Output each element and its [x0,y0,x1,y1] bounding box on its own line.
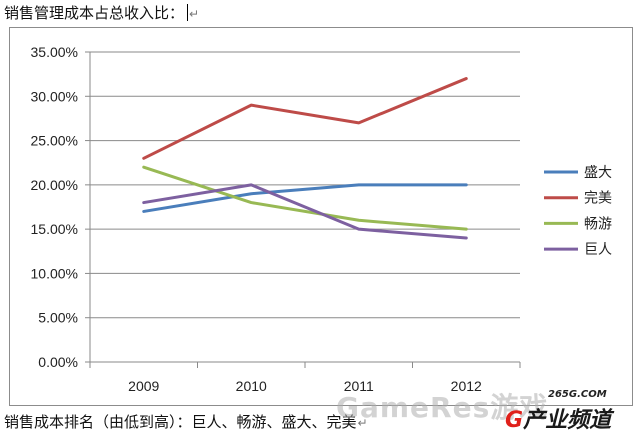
x-tick-label: 2009 [128,378,159,394]
document-heading: 销售管理成本占总收入比： ↵ [4,3,199,24]
paragraph-mark: ↵ [189,7,200,21]
text-cursor [187,4,189,21]
footer-text: 销售成本排名（由低到高）：巨人、畅游、盛大、完美 [4,413,357,431]
logo-text: 产业频道 [523,408,612,433]
x-axis-ticks: 2009 2010 2011 2012 [128,378,482,394]
x-tick-label: 2012 [451,378,482,394]
y-tick-label: 15.00% [31,221,78,237]
document-footer: 销售成本排名（由低到高）：巨人、畅游、盛大、完美↵ [4,412,368,433]
x-tick-label: 2011 [344,378,374,394]
chart-frame: 0.00% 5.00% 10.00% 15.00% 20.00% 25.00% 30.00%… [9,27,633,406]
legend-label: 完美 [584,190,612,206]
paragraph-mark: ↵ [357,416,368,430]
y-tick-label: 35.00% [31,44,78,60]
logo-g-icon: G [505,408,524,433]
y-tick-label: 25.00% [31,133,78,149]
y-axis-ticks: 0.00% 5.00% 10.00% 15.00% 20.00% 25.00% 30.00%… [31,44,78,370]
y-tick-label: 0.00% [38,354,78,370]
y-tick-label: 20.00% [31,177,78,193]
series-lines [142,77,468,240]
series-line [142,183,468,240]
y-tick-label: 30.00% [31,88,78,104]
watermark-logo: G产业频道 [505,402,611,434]
heading-text: 销售管理成本占总收入比： [4,4,185,22]
series-line [142,183,468,213]
x-tick-label: 2010 [236,378,267,394]
y-tick-label: 5.00% [38,310,78,326]
series-line [142,165,468,231]
legend-label: 盛大 [584,164,612,180]
gridlines [85,51,521,368]
legend-label: 巨人 [584,241,612,257]
line-chart: 0.00% 5.00% 10.00% 15.00% 20.00% 25.00% 30.00%… [31,44,612,394]
series-line [142,77,468,160]
y-tick-label: 10.00% [31,265,78,281]
legend-label: 畅游 [584,215,612,231]
